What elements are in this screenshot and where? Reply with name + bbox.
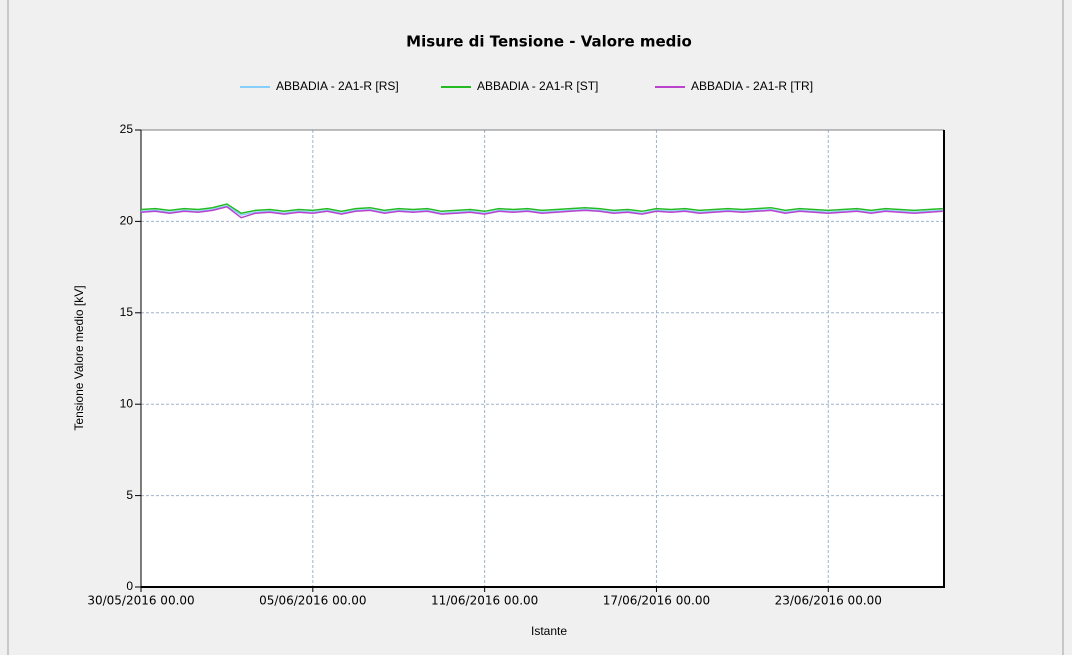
series-line <box>140 205 943 216</box>
x-tick-label: 30/05/2016 00.00 <box>87 594 194 608</box>
series-line <box>140 205 943 219</box>
x-tick-label: 05/06/2016 00.00 <box>259 594 366 608</box>
x-axis-label: Istante <box>531 624 567 638</box>
legend-label: ABBADIA - 2A1-R [ST] <box>477 79 598 93</box>
series-line <box>140 203 943 214</box>
legend-label: ABBADIA - 2A1-R [TR] <box>691 79 813 93</box>
y-tick-label: 5 <box>126 488 133 502</box>
y-tick-label: 20 <box>120 214 134 228</box>
y-axis-label: Tensione Valore medio [kV] <box>72 285 86 430</box>
y-tick-label: 25 <box>120 122 134 136</box>
y-tick-label: 15 <box>120 305 134 319</box>
x-tick-label: 23/06/2016 00.00 <box>775 594 882 608</box>
x-tick-label: 11/06/2016 00.00 <box>431 594 538 608</box>
chart-title: Misure di Tensione - Valore medio <box>406 33 692 51</box>
y-tick-label: 10 <box>120 396 134 410</box>
y-tick-label: 0 <box>126 579 133 593</box>
x-tick-label: 17/06/2016 00.00 <box>603 594 710 608</box>
plot-area <box>141 130 944 587</box>
legend-label: ABBADIA - 2A1-R [RS] <box>276 79 399 93</box>
